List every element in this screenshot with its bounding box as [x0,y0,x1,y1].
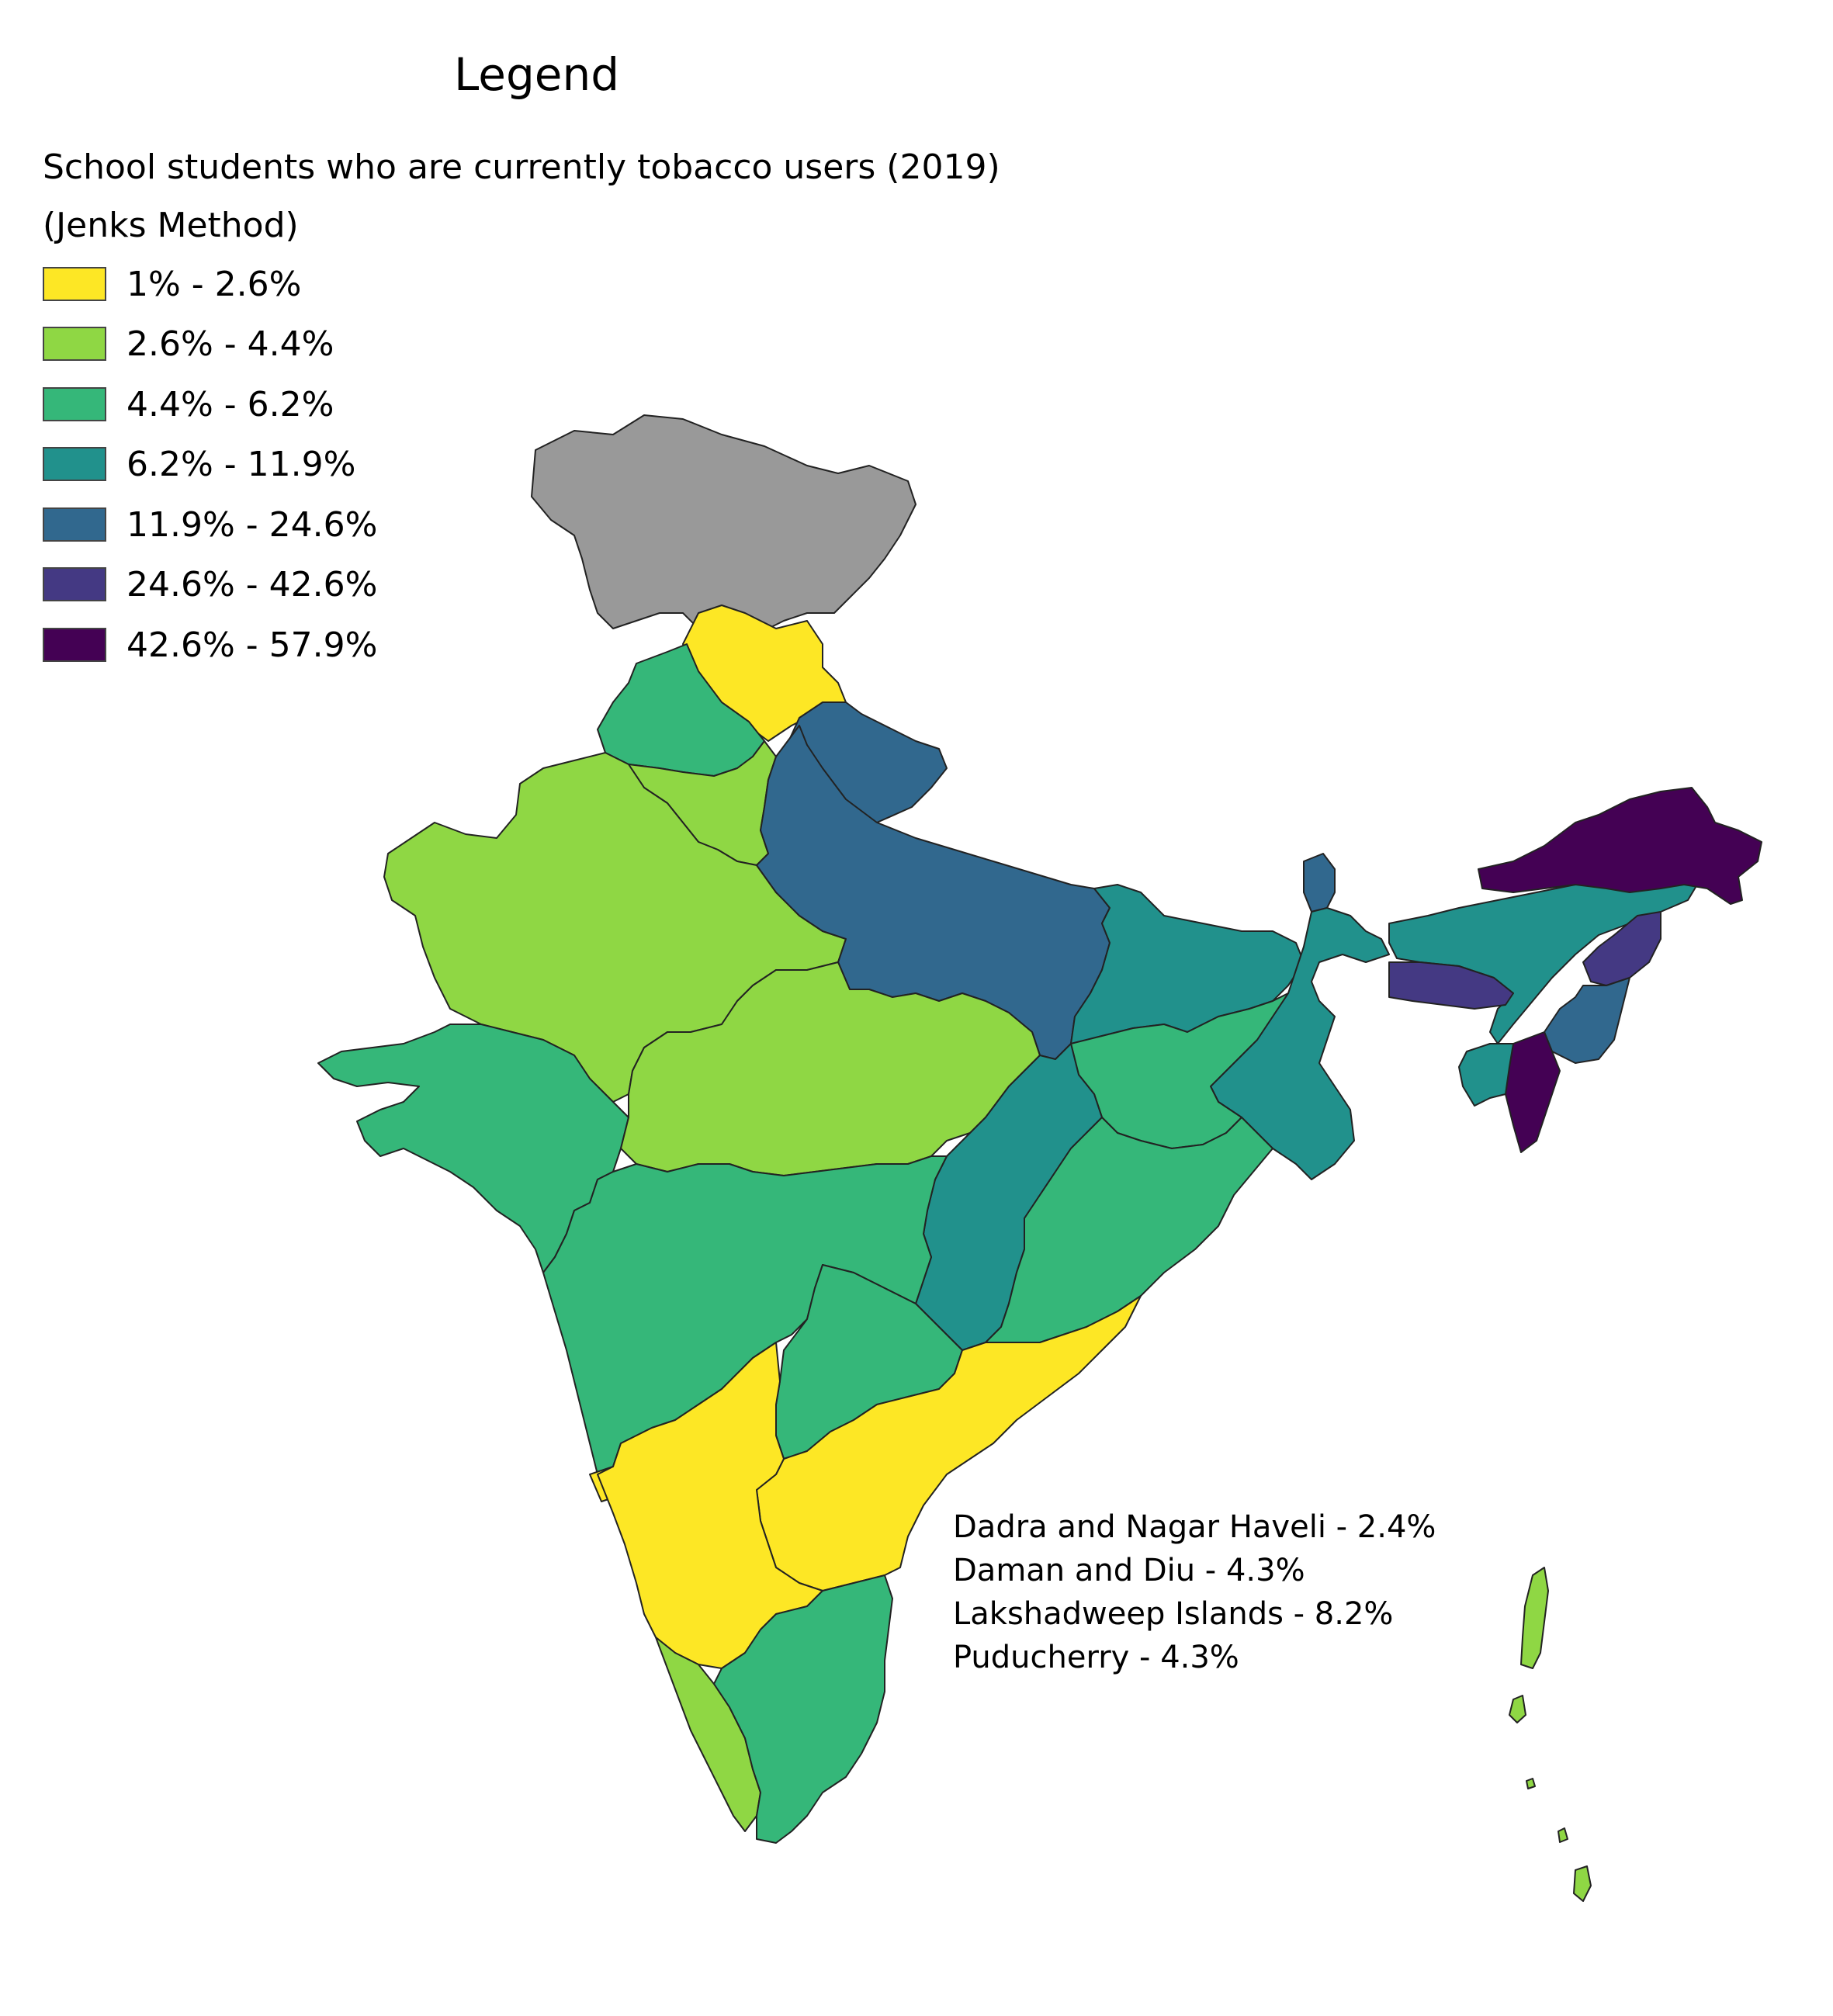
region-arunachal-pradesh [1478,787,1762,905]
region-sikkim [1303,853,1336,913]
region-mizoram [1505,1031,1561,1153]
legend-item-class-7: 42.6% - 57.9% [43,625,378,665]
legend-label: 24.6% - 42.6% [126,564,378,604]
note-dadra-nagar-haveli: Dadra and Nagar Haveli - 2.4% [953,1509,1436,1545]
region-andaman-islands [1520,1567,1549,1669]
legend-label: 42.6% - 57.9% [126,625,378,665]
note-daman-diu: Daman and Diu - 4.3% [953,1553,1305,1588]
note-puducherry: Puducherry - 4.3% [953,1640,1239,1675]
region-andaman-islands-south [1509,1695,1526,1723]
note-lakshadweep: Lakshadweep Islands - 8.2% [953,1596,1394,1632]
legend-subtitle: (Jenks Method) [43,206,299,245]
legend-item-class-1: 1% - 2.6% [43,264,302,304]
region-assam [1388,868,1700,1044]
region-car-nicobar [1526,1778,1536,1789]
legend-swatch [43,327,106,361]
legend-swatch [43,447,106,481]
region-nicobar-islands-small [1558,1827,1568,1843]
legend-label: 1% - 2.6% [126,264,302,304]
legend-swatch [43,387,106,421]
legend-swatch [43,628,106,662]
union-territory-notes: Dadra and Nagar Haveli - 2.4% Daman and … [953,1505,1436,1679]
legend-label: 11.9% - 24.6% [126,504,378,545]
legend-heading: Legend [454,48,620,101]
legend-label: 4.4% - 6.2% [126,384,334,424]
region-meghalaya [1388,961,1514,1010]
region-manipur [1544,977,1630,1064]
legend-label: 6.2% - 11.9% [126,444,356,484]
legend-label: 2.6% - 4.4% [126,324,334,364]
region-tripura [1458,1043,1514,1107]
legend-title: School students who are currently tobacc… [43,147,1000,187]
legend-item-class-3: 4.4% - 6.2% [43,384,334,424]
legend-swatch [43,507,106,542]
region-andhra-pradesh [756,1295,1142,1592]
legend-item-class-6: 24.6% - 42.6% [43,564,378,604]
region-tamil-nadu [713,1574,893,1844]
legend-swatch [43,267,106,301]
legend-swatch [43,567,106,601]
legend-item-class-4: 6.2% - 11.9% [43,444,356,484]
region-jammu-kashmir [531,414,916,645]
legend-item-class-2: 2.6% - 4.4% [43,324,334,364]
legend-item-class-5: 11.9% - 24.6% [43,504,378,545]
region-nicobar-islands [1573,1865,1592,1902]
